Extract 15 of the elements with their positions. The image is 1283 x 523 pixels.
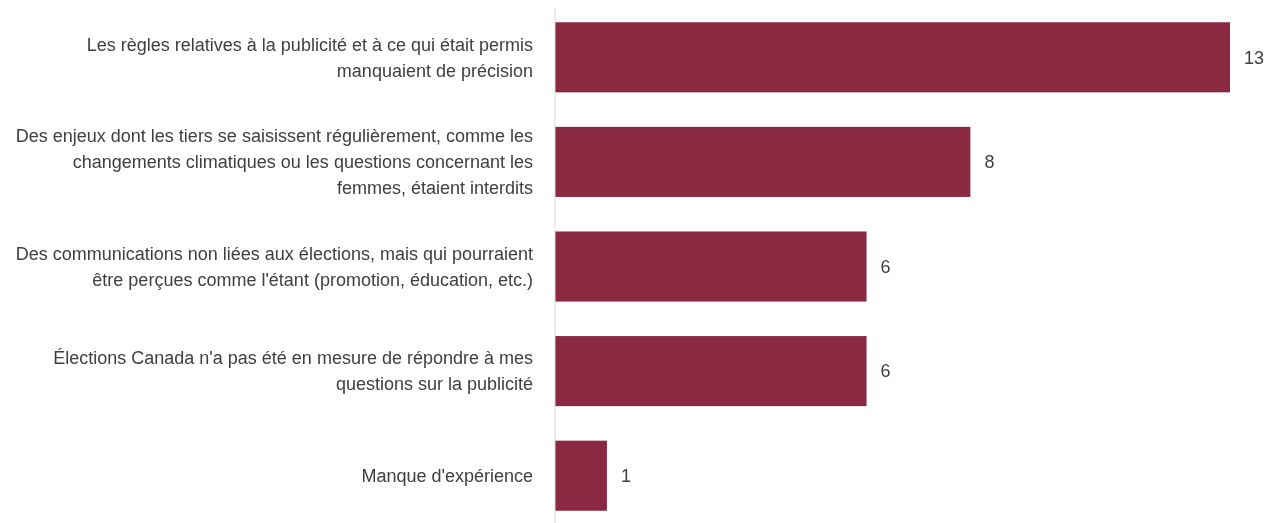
y-tick-label: Élections Canada n'a pas été en mesure de répondre à mes questions sur la publicité [53,348,533,395]
data-label: 6 [880,361,891,382]
y-tick-label: Des communications non liées aux élections, mais qui pourraient être perçues comme l'étant (promotion, éducation, etc.) [15,243,533,290]
bar [555,22,1230,93]
data-label: 13 [1244,47,1265,68]
data-label: 1 [620,466,631,486]
bar [555,231,867,302]
bar [555,126,971,197]
y-tick-label: Manque d'expérience [361,466,533,486]
data-label: 6 [880,256,891,277]
y-tick-label: Les règles relatives à la publicité et à ce qui était permis manquaient de précision [86,34,533,81]
data-label: 8 [984,152,995,173]
y-tick-label: Des enjeux dont les tiers se saisissent régulièrement, comme les changements climatiques ou les questions concernant les femmes, étaient interdits [15,126,533,199]
bar [555,440,607,511]
bar [555,336,867,407]
